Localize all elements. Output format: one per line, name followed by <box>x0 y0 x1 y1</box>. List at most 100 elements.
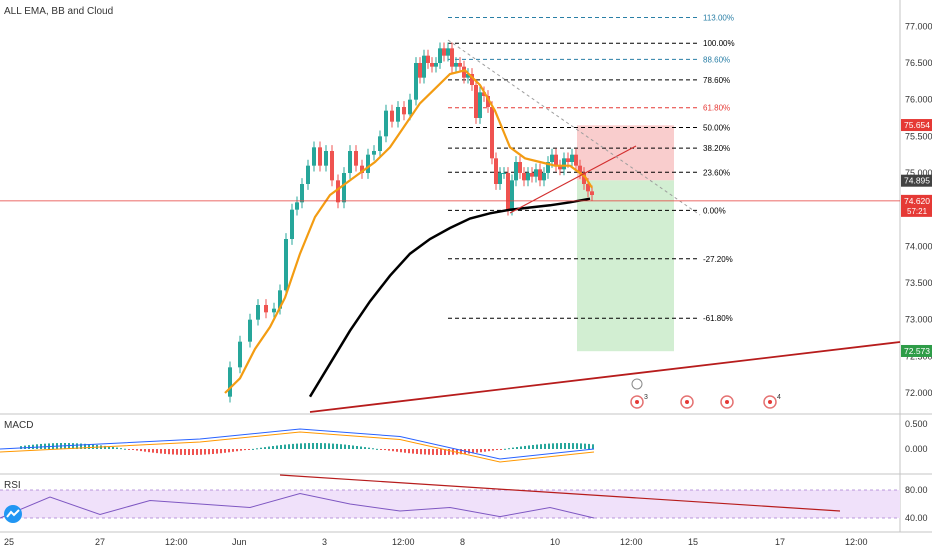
macd-histogram-bar <box>112 446 114 449</box>
time-tick-label: 17 <box>775 537 785 547</box>
candle-body <box>490 107 494 159</box>
macd-histogram-bar <box>512 447 514 449</box>
candle-body <box>336 180 340 203</box>
ema-slow-line[interactable] <box>308 197 591 398</box>
macd-histogram-bar <box>172 449 174 455</box>
candle-body <box>530 173 534 177</box>
macd-pane[interactable]: 0.500 0.000 <box>0 419 928 463</box>
macd-histogram-bar <box>320 443 322 449</box>
candle-body <box>558 165 562 170</box>
candle-body <box>574 154 578 166</box>
event-marker-dot <box>725 400 729 404</box>
macd-histogram-bar <box>204 449 206 455</box>
rsi-label[interactable]: RSI <box>4 480 21 491</box>
macd-label[interactable]: MACD <box>4 420 33 431</box>
macd-histogram-bar <box>296 443 298 449</box>
price-tick-label: 76.500 <box>905 58 932 68</box>
macd-tick-label: 0.500 <box>905 419 928 429</box>
macd-histogram-bar <box>220 449 222 454</box>
macd-histogram-bar <box>332 443 334 449</box>
macd-histogram-bar <box>164 449 166 454</box>
macd-histogram-bar <box>312 443 314 449</box>
time-tick-label: 12:00 <box>165 537 188 547</box>
candle-body <box>442 48 446 56</box>
macd-histogram-bar <box>352 445 354 449</box>
macd-histogram-bar <box>552 443 554 449</box>
price-tick-label: 73.500 <box>905 278 932 288</box>
long-trendline[interactable] <box>309 341 901 413</box>
macd-histogram-bar <box>492 449 494 451</box>
candle-body <box>256 305 260 320</box>
candle-body <box>366 154 370 173</box>
candle-body <box>372 151 376 155</box>
candle-body <box>550 154 554 162</box>
macd-histogram-bar <box>584 443 586 449</box>
indicator-label[interactable]: ALL EMA, BB and Cloud <box>4 6 113 17</box>
macd-histogram-bar <box>444 449 446 455</box>
price-marker-label: 75.654 <box>904 120 930 130</box>
short-trendline-up[interactable] <box>509 145 637 214</box>
macd-histogram-bar <box>264 447 266 449</box>
take-profit-zone[interactable] <box>577 180 674 352</box>
stop-loss-zone[interactable] <box>577 125 674 181</box>
price-pane[interactable] <box>0 0 900 414</box>
macd-histogram-bar <box>88 444 90 449</box>
ema-fast-line[interactable] <box>224 69 593 394</box>
fib-level-label: 61.80% <box>703 104 730 113</box>
macd-histogram-bar <box>480 449 482 453</box>
candle-body <box>264 305 268 313</box>
candle-body <box>502 173 506 174</box>
macd-histogram-bar <box>76 443 78 449</box>
candle-body <box>438 48 442 63</box>
macd-histogram-bar <box>580 443 582 449</box>
candle-body <box>470 74 474 85</box>
event-marker-dot <box>768 400 772 404</box>
macd-histogram-bar <box>232 449 234 452</box>
macd-histogram-bar <box>408 449 410 454</box>
candle-body <box>312 147 316 166</box>
candle-body <box>295 202 299 210</box>
candle-body <box>290 209 294 239</box>
candle-body <box>446 48 450 56</box>
macd-histogram-bar <box>508 448 510 450</box>
candle-body <box>590 191 594 195</box>
macd-histogram-bar <box>496 449 498 450</box>
candle-body <box>586 184 590 192</box>
candle-body <box>426 55 430 63</box>
time-tick-label: 25 <box>4 537 14 547</box>
candle-body <box>360 165 364 173</box>
macd-histogram-bar <box>440 449 442 455</box>
price-axis-pane[interactable] <box>900 0 932 532</box>
macd-histogram-bar <box>544 443 546 449</box>
time-tick-label: 27 <box>95 537 105 547</box>
macd-histogram-bar <box>128 449 130 450</box>
rsi-pane[interactable]: 80.00 40.00 <box>0 474 928 523</box>
macd-histogram-bar <box>392 449 394 452</box>
price-candles[interactable] <box>228 42 594 403</box>
event-marker-dot <box>685 400 689 404</box>
macd-histogram-bar <box>176 449 178 455</box>
candle-body <box>396 107 400 122</box>
macd-histogram-bar <box>196 449 198 455</box>
macd-histogram-bar <box>152 449 154 453</box>
macd-histogram-bar <box>92 444 94 449</box>
macd-histogram-bar <box>228 449 230 453</box>
macd-histogram-bar <box>524 445 526 449</box>
candle-body <box>466 74 470 78</box>
macd-histogram-bar <box>244 449 246 451</box>
macd-histogram-bar <box>188 449 190 455</box>
macd-histogram-bar <box>316 443 318 449</box>
macd-histogram-bar <box>400 449 402 453</box>
price-marker-label: 72.573 <box>904 346 930 356</box>
time-tick-label: 8 <box>460 537 465 547</box>
macd-histogram-bar <box>348 445 350 449</box>
tradingview-logo-icon[interactable] <box>4 505 22 523</box>
candle-body <box>414 63 418 100</box>
macd-histogram-bar <box>460 449 462 455</box>
macd-line <box>0 428 595 460</box>
fib-level-label: 78.60% <box>703 76 730 85</box>
candle-body <box>248 319 252 342</box>
